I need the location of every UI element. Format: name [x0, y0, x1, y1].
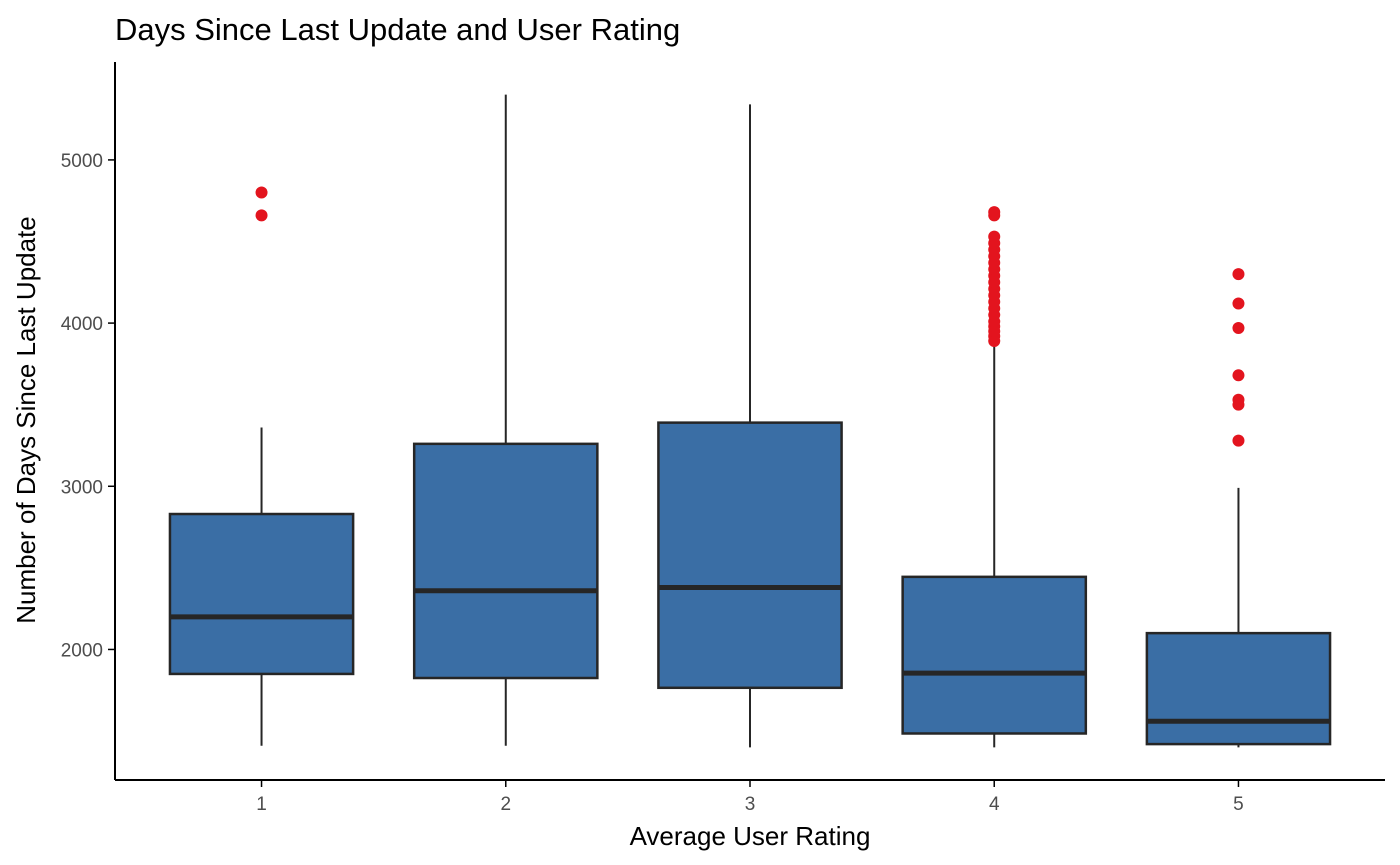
- y-tick-label: 3000: [61, 477, 103, 498]
- box-group-4: [901, 206, 1088, 748]
- x-axis-title: Average User Rating: [630, 821, 871, 851]
- x-tick-label: 5: [1233, 794, 1244, 815]
- iqr-box: [168, 512, 355, 676]
- x-tick-label: 4: [989, 794, 1000, 815]
- iqr-box: [901, 575, 1088, 735]
- y-tick-label: 5000: [61, 151, 103, 172]
- box-group-1: [168, 186, 355, 746]
- iqr-box: [657, 421, 843, 690]
- iqr-box: [1145, 631, 1332, 746]
- box-group-5: [1145, 268, 1332, 748]
- y-tick-label: 4000: [61, 314, 103, 335]
- y-tick-label: 2000: [61, 640, 103, 661]
- outlier-point: [1232, 297, 1245, 310]
- box-group-2: [412, 94, 599, 746]
- x-tick-label: 2: [500, 794, 511, 815]
- outlier-point: [1232, 268, 1245, 281]
- outlier-point: [1232, 321, 1245, 334]
- axis-ticks: 2000 3000 4000 5000 1 2 3 4 5: [61, 151, 1244, 815]
- outlier-point: [255, 186, 268, 199]
- outlier-point: [255, 209, 268, 222]
- plot-area: [168, 94, 1332, 748]
- iqr-box: [412, 442, 599, 680]
- box-group-3: [657, 104, 843, 748]
- outlier-point: [1232, 369, 1245, 382]
- x-tick-label: 3: [745, 794, 756, 815]
- chart-title: Days Since Last Update and User Rating: [115, 12, 680, 47]
- y-axis-title: Number of Days Since Last Update: [11, 216, 41, 624]
- outlier-point: [988, 230, 1001, 243]
- outlier-point: [988, 206, 1001, 219]
- outlier-point: [1232, 393, 1245, 406]
- x-tick-label: 1: [256, 794, 267, 815]
- outlier-point: [1232, 434, 1245, 447]
